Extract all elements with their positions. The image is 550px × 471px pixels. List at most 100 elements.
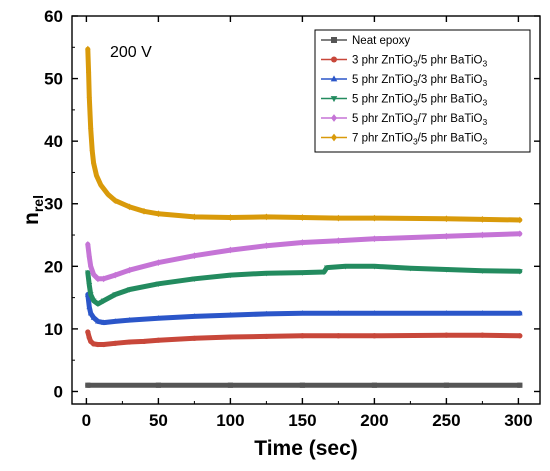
data-point-5-phr-zntio3-5-phr-batio3 bbox=[126, 287, 133, 293]
x-tick-label: 100 bbox=[216, 411, 244, 430]
series-7-phr-zntio3-5-phr-batio3 bbox=[85, 45, 523, 224]
data-point-7-phr-zntio3-5-phr-batio3 bbox=[86, 93, 92, 101]
data-point-5-phr-zntio3-5-phr-batio3 bbox=[516, 269, 523, 275]
data-point-5-phr-zntio3-5-phr-batio3 bbox=[112, 292, 119, 298]
data-point-7-phr-zntio3-5-phr-batio3 bbox=[88, 125, 94, 133]
data-point-7-phr-zntio3-5-phr-batio3 bbox=[443, 215, 449, 223]
data-point-7-phr-zntio3-5-phr-batio3 bbox=[91, 159, 97, 167]
data-point-5-phr-zntio3-7-phr-batio3 bbox=[101, 275, 107, 283]
data-point-3-phr-zntio3-5-phr-batio3 bbox=[112, 340, 118, 346]
legend-marker-5-phr-zntio3-7-phr-batio3 bbox=[331, 114, 337, 122]
data-point-3-phr-zntio3-5-phr-batio3 bbox=[335, 333, 341, 339]
data-point-3-phr-zntio3-5-phr-batio3 bbox=[191, 335, 197, 341]
data-point-5-phr-zntio3-5-phr-batio3 bbox=[87, 292, 94, 298]
data-point-5-phr-zntio3-3-phr-batio3 bbox=[263, 310, 270, 316]
ticks-layer: 0 50 100 150 200 250 300 0 10 20 30 40 50 60 bbox=[44, 7, 540, 430]
data-point-7-phr-zntio3-5-phr-batio3 bbox=[479, 216, 485, 223]
data-point-neat-epoxy bbox=[155, 382, 161, 388]
data-point-5-phr-zntio3-5-phr-batio3 bbox=[371, 264, 378, 270]
legend-box bbox=[314, 29, 531, 153]
data-point-5-phr-zntio3-5-phr-batio3 bbox=[324, 265, 330, 271]
data-point-7-phr-zntio3-5-phr-batio3 bbox=[85, 68, 92, 76]
data-point-5-phr-zntio3-5-phr-batio3 bbox=[100, 298, 107, 304]
data-point-7-phr-zntio3-5-phr-batio3 bbox=[155, 210, 161, 218]
data-point-3-phr-zntio3-5-phr-batio3 bbox=[95, 341, 101, 348]
legend-marker-5-phr-zntio3-3-phr-batio3 bbox=[330, 75, 338, 82]
y-axis-title-main: n bbox=[20, 212, 43, 225]
series-5-phr-zntio3-3-phr-batio3 bbox=[84, 291, 523, 326]
data-point-neat-epoxy bbox=[227, 382, 233, 388]
data-point-7-phr-zntio3-5-phr-batio3 bbox=[112, 197, 118, 204]
data-point-neat-epoxy bbox=[371, 382, 377, 388]
data-point-3-phr-zntio3-5-phr-batio3 bbox=[141, 338, 147, 345]
data-point-5-phr-zntio3-3-phr-batio3 bbox=[90, 314, 97, 320]
data-point-5-phr-zntio3-7-phr-batio3 bbox=[479, 231, 485, 239]
legend-label-5-phr-zntio3-7-phr-batio3: 5 phr ZnTiO3/7 phr BaTiO3 bbox=[352, 113, 487, 127]
data-point-5-phr-zntio3-7-phr-batio3 bbox=[85, 241, 91, 248]
data-point-7-phr-zntio3-5-phr-batio3 bbox=[335, 214, 341, 222]
legend-label-7-phr-zntio3-5-phr-batio3: 7 phr ZnTiO3/5 phr BaTiO3 bbox=[352, 133, 487, 147]
data-point-5-phr-zntio3-5-phr-batio3 bbox=[479, 268, 486, 274]
data-point-5-phr-zntio3-7-phr-batio3 bbox=[335, 237, 341, 245]
data-point-3-phr-zntio3-5-phr-batio3 bbox=[101, 341, 107, 348]
data-point-7-phr-zntio3-5-phr-batio3 bbox=[85, 45, 91, 53]
data-point-5-phr-zntio3-5-phr-batio3 bbox=[342, 264, 349, 270]
legend: Neat epoxy 3 phr ZnTiO3/5 phr BaTiO3 5 phr… bbox=[314, 29, 531, 153]
data-point-5-phr-zntio3-7-phr-batio3 bbox=[263, 242, 269, 250]
series-3-phr-zntio3-5-phr-batio3 bbox=[85, 329, 523, 348]
y-tick-label: 30 bbox=[44, 195, 63, 214]
data-point-5-phr-zntio3-7-phr-batio3 bbox=[517, 230, 523, 238]
data-point-neat-epoxy bbox=[85, 382, 91, 388]
data-point-3-phr-zntio3-5-phr-batio3 bbox=[517, 333, 523, 339]
data-point-5-phr-zntio3-5-phr-batio3 bbox=[84, 270, 91, 276]
series-5-phr-zntio3-5-phr-batio3 bbox=[84, 263, 523, 307]
data-point-3-phr-zntio3-5-phr-batio3 bbox=[85, 329, 91, 335]
data-point-5-phr-zntio3-5-phr-batio3 bbox=[90, 298, 97, 304]
data-point-7-phr-zntio3-5-phr-batio3 bbox=[141, 207, 147, 215]
data-point-5-phr-zntio3-7-phr-batio3 bbox=[299, 239, 305, 246]
data-point-3-phr-zntio3-5-phr-batio3 bbox=[227, 334, 233, 340]
data-point-5-phr-zntio3-3-phr-batio3 bbox=[126, 317, 133, 323]
data-point-5-phr-zntio3-5-phr-batio3 bbox=[407, 266, 414, 272]
data-point-3-phr-zntio3-5-phr-batio3 bbox=[371, 333, 377, 339]
y-tick-label: 60 bbox=[44, 7, 63, 26]
legend-label-5-phr-zntio3-5-phr-batio3: 5 phr ZnTiO3/5 phr BaTiO3 bbox=[352, 94, 487, 108]
data-point-neat-epoxy bbox=[517, 382, 523, 388]
data-point-5-phr-zntio3-5-phr-batio3 bbox=[95, 301, 101, 307]
data-point-5-phr-zntio3-3-phr-batio3 bbox=[335, 310, 342, 316]
data-point-3-phr-zntio3-5-phr-batio3 bbox=[155, 337, 161, 343]
data-point-5-phr-zntio3-3-phr-batio3 bbox=[95, 318, 101, 324]
data-point-5-phr-zntio3-7-phr-batio3 bbox=[371, 235, 377, 243]
x-tick-label: 250 bbox=[432, 411, 460, 430]
data-point-5-phr-zntio3-5-phr-batio3 bbox=[263, 271, 270, 277]
data-point-5-phr-zntio3-3-phr-batio3 bbox=[299, 310, 306, 316]
data-point-5-phr-zntio3-5-phr-batio3 bbox=[191, 276, 198, 282]
data-point-5-phr-zntio3-7-phr-batio3 bbox=[191, 252, 197, 260]
data-point-5-phr-zntio3-3-phr-batio3 bbox=[479, 310, 486, 316]
series-layer bbox=[84, 45, 523, 388]
data-point-5-phr-zntio3-7-phr-batio3 bbox=[227, 246, 233, 254]
data-point-7-phr-zntio3-5-phr-batio3 bbox=[517, 216, 523, 224]
data-point-5-phr-zntio3-7-phr-batio3 bbox=[86, 253, 92, 261]
data-point-5-phr-zntio3-3-phr-batio3 bbox=[227, 312, 234, 318]
data-point-3-phr-zntio3-5-phr-batio3 bbox=[263, 333, 269, 340]
x-tick-label: 150 bbox=[288, 411, 316, 430]
y-tick-label: 50 bbox=[44, 70, 63, 89]
legend-marker-neat-epoxy bbox=[331, 37, 337, 43]
data-point-7-phr-zntio3-5-phr-batio3 bbox=[89, 147, 95, 154]
y-tick-label: 40 bbox=[44, 132, 63, 151]
data-point-5-phr-zntio3-3-phr-batio3 bbox=[443, 310, 450, 316]
data-point-5-phr-zntio3-5-phr-batio3 bbox=[443, 267, 450, 273]
data-point-3-phr-zntio3-5-phr-batio3 bbox=[479, 332, 485, 338]
data-point-5-phr-zntio3-3-phr-batio3 bbox=[87, 310, 94, 316]
data-point-neat-epoxy bbox=[299, 382, 305, 388]
data-point-5-phr-zntio3-3-phr-batio3 bbox=[155, 315, 162, 321]
data-point-5-phr-zntio3-7-phr-batio3 bbox=[88, 262, 94, 270]
data-point-5-phr-zntio3-7-phr-batio3 bbox=[127, 266, 133, 274]
legend-label-5-phr-zntio3-3-phr-batio3: 5 phr ZnTiO3/3 phr BaTiO3 bbox=[352, 74, 487, 88]
data-point-7-phr-zntio3-5-phr-batio3 bbox=[263, 213, 269, 221]
x-tick-label: 300 bbox=[504, 411, 532, 430]
data-point-5-phr-zntio3-5-phr-batio3 bbox=[155, 281, 162, 287]
series-5-phr-zntio3-7-phr-batio3 bbox=[85, 230, 523, 283]
data-point-3-phr-zntio3-5-phr-batio3 bbox=[299, 333, 305, 339]
